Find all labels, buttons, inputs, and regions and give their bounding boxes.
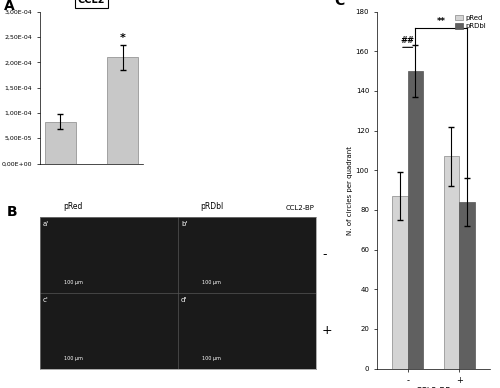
Bar	[459, 202, 474, 369]
Text: **: **	[436, 17, 446, 26]
Y-axis label: N. of circles per quadrant: N. of circles per quadrant	[347, 146, 353, 235]
Bar	[392, 196, 407, 369]
Text: 100 µm: 100 µm	[64, 356, 82, 361]
Text: +: +	[322, 324, 332, 337]
Text: -: -	[322, 248, 326, 261]
Text: A: A	[4, 0, 14, 14]
Text: pRDbl: pRDbl	[200, 202, 223, 211]
Text: B: B	[7, 204, 18, 218]
Text: d': d'	[181, 297, 187, 303]
Bar	[444, 156, 459, 369]
Text: ##: ##	[400, 36, 414, 45]
Text: pRed: pRed	[64, 202, 83, 211]
Bar	[44, 121, 76, 163]
Text: 100 µm: 100 µm	[202, 356, 221, 361]
Text: c': c'	[43, 297, 49, 303]
Text: *: *	[120, 33, 126, 43]
Bar	[107, 57, 138, 163]
Title: CCL2: CCL2	[78, 0, 105, 5]
Bar	[408, 71, 423, 369]
Text: CCL2-BP: CCL2-BP	[286, 204, 314, 211]
Text: C: C	[334, 0, 344, 8]
Text: a': a'	[43, 221, 49, 227]
Text: 100 µm: 100 µm	[64, 280, 82, 285]
X-axis label: CCL2-BP: CCL2-BP	[416, 386, 451, 388]
Text: 100 µm: 100 µm	[202, 280, 221, 285]
Legend: pRed, pRDbl: pRed, pRDbl	[454, 15, 486, 29]
Text: b': b'	[181, 221, 187, 227]
